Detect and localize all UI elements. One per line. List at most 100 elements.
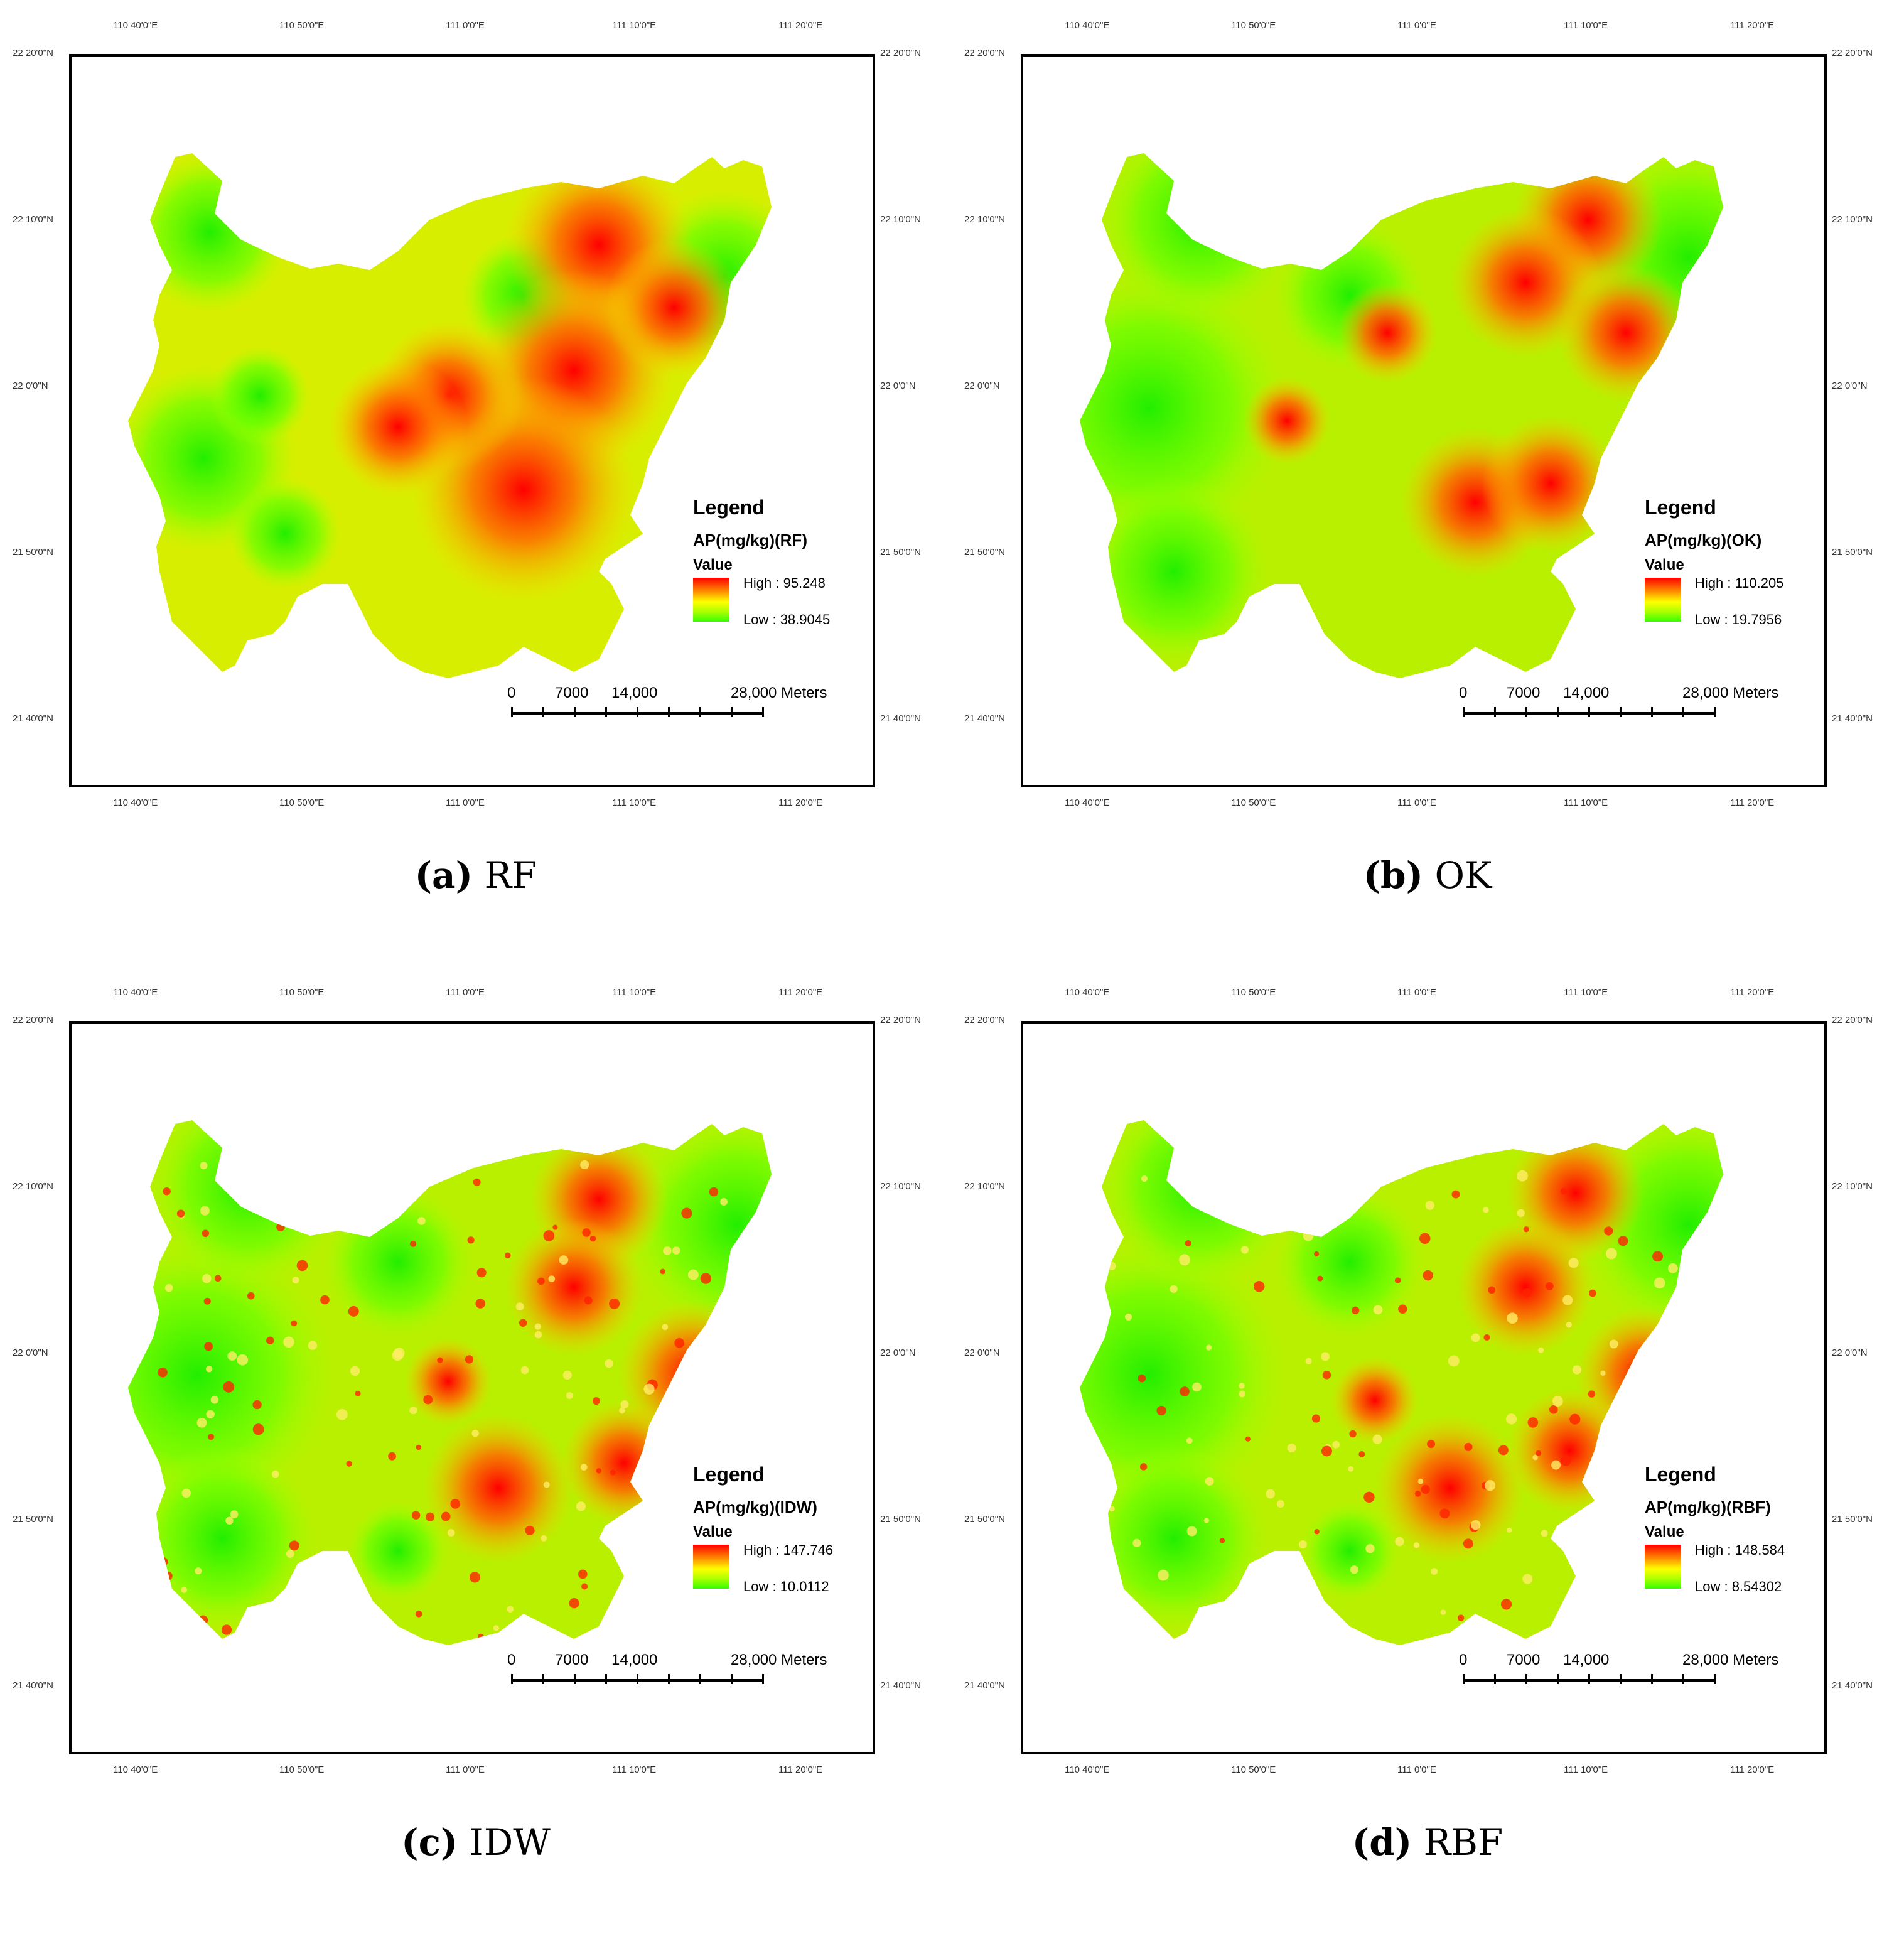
sample-point-spot	[1245, 1436, 1251, 1442]
sample-point-spot	[1352, 1306, 1360, 1315]
bottom-tick-label: 111 0'0"E	[1397, 797, 1436, 808]
interpolation-surface	[128, 1120, 772, 1645]
top-tick-label: 110 40'0"E	[1065, 987, 1110, 998]
sample-point-spot	[292, 1277, 299, 1284]
sample-point-spot	[308, 1341, 318, 1350]
legend-low-label: Low : 10.0112	[743, 1579, 829, 1594]
sample-point-spot	[1551, 1460, 1561, 1470]
bottom-tick-label: 111 0'0"E	[1397, 1764, 1436, 1775]
sample-point-spot	[476, 1268, 487, 1278]
high-value-zone	[1557, 264, 1695, 402]
top-tick-label: 110 50'0"E	[279, 20, 325, 31]
left-tick-label: 21 50'0"N	[964, 1514, 1005, 1525]
sample-point-spot	[348, 1305, 359, 1317]
sample-point-spot	[1505, 1413, 1517, 1425]
sample-point-spot	[1560, 1455, 1571, 1466]
low-value-zone	[1099, 1120, 1299, 1287]
high-value-zone	[1243, 377, 1331, 465]
sample-point-spot	[348, 1184, 360, 1196]
sample-point-spot	[1636, 1601, 1646, 1612]
sample-point-spot	[1179, 1254, 1190, 1266]
sample-point-spot	[1125, 1619, 1133, 1628]
sample-point-spot	[1483, 1207, 1489, 1213]
sample-point-spot	[227, 1351, 237, 1361]
top-tick-label: 111 10'0"E	[1564, 987, 1608, 998]
bottom-tick-label: 111 20'0"E	[1730, 797, 1775, 808]
sample-point-spot	[225, 1516, 234, 1525]
sample-point-spot	[552, 1224, 558, 1230]
sample-point-spot	[423, 1395, 433, 1405]
sample-point-spot	[1419, 1233, 1431, 1245]
legend-ramp-row: High : 110.205 Low : 19.7956	[1645, 575, 1821, 627]
sample-point-spot	[581, 1583, 588, 1590]
sample-point-spot	[1186, 1526, 1197, 1537]
sample-point-spot	[1141, 1175, 1148, 1182]
bottom-tick-label: 110 50'0"E	[1231, 797, 1276, 808]
sample-point-spot	[286, 1550, 294, 1558]
scale-label-14000: 14,000	[611, 684, 658, 701]
sample-point-spot	[1276, 1500, 1284, 1508]
bottom-tick-label: 111 10'0"E	[612, 1764, 657, 1775]
sample-point-spot	[1673, 1329, 1679, 1335]
sample-point-spot	[1398, 1304, 1407, 1314]
sample-point-spot	[415, 1610, 422, 1618]
sample-point-spot	[283, 1336, 294, 1348]
bottom-tick-label: 111 10'0"E	[1564, 797, 1608, 808]
sample-point-spot	[636, 1469, 645, 1478]
sample-point-spot	[477, 1633, 484, 1640]
left-tick-label: 21 50'0"N	[964, 547, 1005, 558]
caption-text: RF	[484, 854, 537, 897]
sample-point-spot	[534, 1331, 542, 1339]
scale-tick	[1525, 1674, 1527, 1684]
sample-point-spot	[597, 1631, 605, 1639]
scale-label-0: 0	[507, 1651, 516, 1668]
panel-caption: (d) RBF	[952, 1821, 1903, 1864]
scale-tick	[542, 707, 544, 717]
scale-label-14000: 14,000	[1563, 684, 1610, 701]
sample-point-spot	[200, 1162, 208, 1170]
sample-point-spot	[589, 1235, 596, 1242]
sample-point-spot	[566, 1392, 573, 1399]
sample-point-spot	[475, 1299, 485, 1309]
map-panel-rf: Legend AP(mg/kg)(RF) Value High : 95.248…	[0, 0, 952, 967]
sample-point-spot	[1645, 1342, 1652, 1348]
sample-point-spot	[1560, 1187, 1568, 1195]
map-panel-rbf: Legend AP(mg/kg)(RBF) Value High : 148.5…	[952, 967, 1903, 1934]
sample-point-spot	[1549, 1405, 1558, 1414]
sample-point-spot	[1609, 1339, 1618, 1349]
interpolation-surface	[1080, 1120, 1723, 1645]
sample-point-spot	[473, 1178, 481, 1186]
legend-ramp-row: High : 95.248 Low : 38.9045	[693, 575, 869, 627]
sample-point-spot	[1431, 1568, 1438, 1575]
map-canvas	[128, 153, 772, 678]
sample-point-spot	[469, 1572, 481, 1583]
sample-point-spot	[163, 1571, 173, 1580]
scale-tick	[731, 1674, 733, 1684]
sample-point-spot	[205, 1366, 213, 1373]
sample-point-spot	[663, 1246, 672, 1255]
sample-point-spot	[1466, 1630, 1475, 1638]
sample-point-spot	[1464, 1442, 1473, 1451]
right-tick-label: 22 10'0"N	[1832, 214, 1873, 225]
sample-point-spot	[159, 1236, 170, 1246]
high-value-zone	[1375, 1413, 1525, 1564]
high-value-zone	[1331, 1356, 1419, 1444]
high-value-zone	[1507, 1388, 1632, 1513]
bottom-tick-label: 110 40'0"E	[1065, 1764, 1110, 1775]
left-tick-label: 22 20'0"N	[964, 48, 1005, 58]
low-value-zone	[1274, 1187, 1425, 1337]
sample-point-spot	[198, 1615, 208, 1625]
sample-point-spot	[204, 1342, 213, 1351]
sample-point-spot	[543, 1481, 550, 1488]
sample-point-spot	[1127, 1620, 1138, 1631]
scale-tick	[1588, 707, 1590, 717]
bottom-tick-label: 110 40'0"E	[1065, 797, 1110, 808]
sample-point-spot	[202, 1229, 210, 1238]
scale-label-7000: 7000	[1507, 684, 1541, 701]
sample-point-spot	[203, 1297, 211, 1305]
scale-label-28000: 28,000 Meters	[731, 1651, 827, 1668]
sample-point-spot	[1421, 1484, 1430, 1494]
sample-point-spot	[559, 1255, 569, 1265]
legend-ramp-row: High : 148.584 Low : 8.54302	[1645, 1542, 1821, 1594]
sample-point-spot	[346, 1461, 352, 1467]
